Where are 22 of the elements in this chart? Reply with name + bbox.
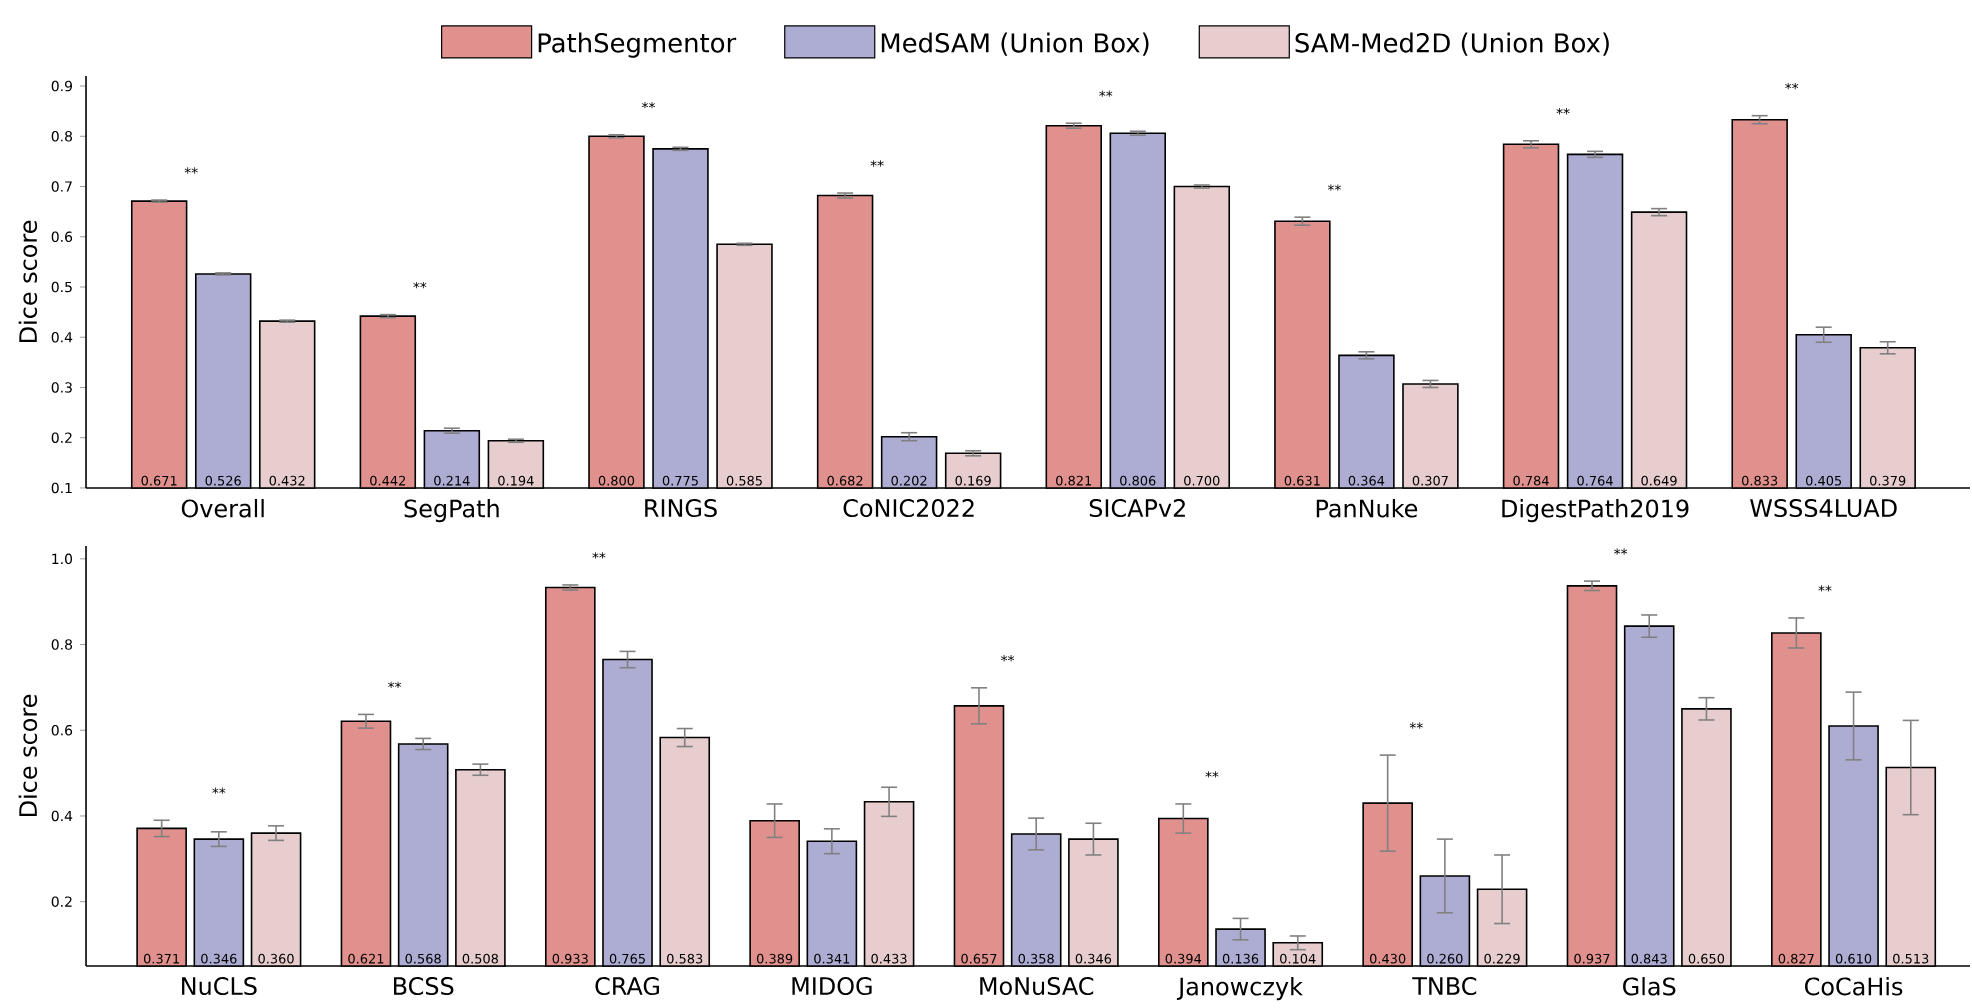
x-tick-label: MoNuSAC [980,977,1094,996]
x-tick-label: SegPath [404,499,499,523]
x-tick-label: TNBC [1412,977,1477,996]
x-tick-label: PanNuke [1316,499,1418,518]
x-tick-label: BCSS [394,977,454,996]
legend-label: PathSegmentor [538,32,737,58]
x-tick-label: MIDOG [792,977,872,996]
legend-label: SAM-Med2D (Union Box) [1295,32,1609,56]
x-tick-label: NuCLS [182,977,257,996]
x-tick-label: CRAG [595,977,659,996]
x-tick-label: WSSS4LUAD [1750,499,1897,518]
x-tick-label: GlaS [1623,977,1676,996]
x-tick-label: CoCaHis [1805,977,1903,996]
y-axis-title: Dice score [18,694,38,817]
x-tick-label: Janowczyk [1176,977,1303,1001]
y-axis-title: Dice score [18,220,38,343]
x-tick-label: SICAPv2 [1089,499,1185,518]
x-tick-label: DigestPath2019 [1502,499,1689,523]
x-tick-label: Overall [181,499,264,518]
x-tick-label: RINGS [645,499,717,518]
x-tick-label: CoNIC2022 [843,499,974,518]
legend-label: MedSAM (Union Box) [881,32,1149,56]
